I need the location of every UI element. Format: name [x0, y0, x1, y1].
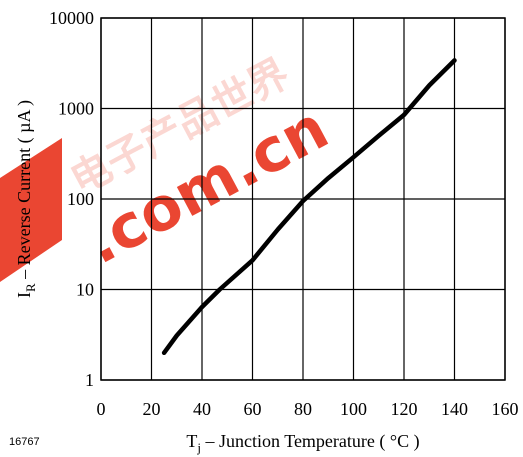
x-tick-label: 0	[97, 399, 106, 419]
series-line	[161, 58, 457, 356]
x-axis-title-main: T	[186, 431, 197, 451]
y-axis-title-rest: – Reverse Current ( µA )	[14, 100, 35, 283]
y-tick-label: 1	[85, 370, 94, 390]
x-tick-label: 140	[441, 399, 468, 419]
x-axis-title-rest: – Junction Temperature ( °C )	[201, 431, 420, 452]
x-tick-label: 120	[391, 399, 418, 419]
plot-frame	[100, 17, 506, 381]
x-tick-label: 40	[193, 399, 211, 419]
x-tick-labels: 0 20 40 60 80 100 120 140 160	[97, 399, 519, 419]
watermark: 电子产品世界 .com.cn	[0, 51, 339, 282]
y-axis-title-main: I	[14, 292, 34, 298]
y-tick-label: 1000	[58, 99, 94, 119]
x-axis-title: Tj – Junction Temperature ( °C )	[186, 431, 419, 455]
y-tick-labels: 1 10 100 1000 10000	[49, 8, 94, 390]
x-tick-label: 80	[294, 399, 312, 419]
x-tick-label: 20	[143, 399, 161, 419]
x-axis-title-sub: j	[196, 440, 201, 455]
y-tick-label: 10000	[49, 8, 94, 28]
y-axis-title: IR – Reverse Current ( µA )	[14, 100, 38, 298]
y-tick-label: 10	[76, 280, 94, 300]
figure-id: 16767	[9, 436, 40, 448]
y-axis-title-sub: R	[23, 283, 38, 292]
watermark-logo-shape	[0, 138, 62, 282]
x-tick-label: 160	[492, 399, 519, 419]
x-tick-label: 100	[340, 399, 367, 419]
x-tick-label: 60	[244, 399, 262, 419]
y-tick-label: 100	[67, 189, 94, 209]
